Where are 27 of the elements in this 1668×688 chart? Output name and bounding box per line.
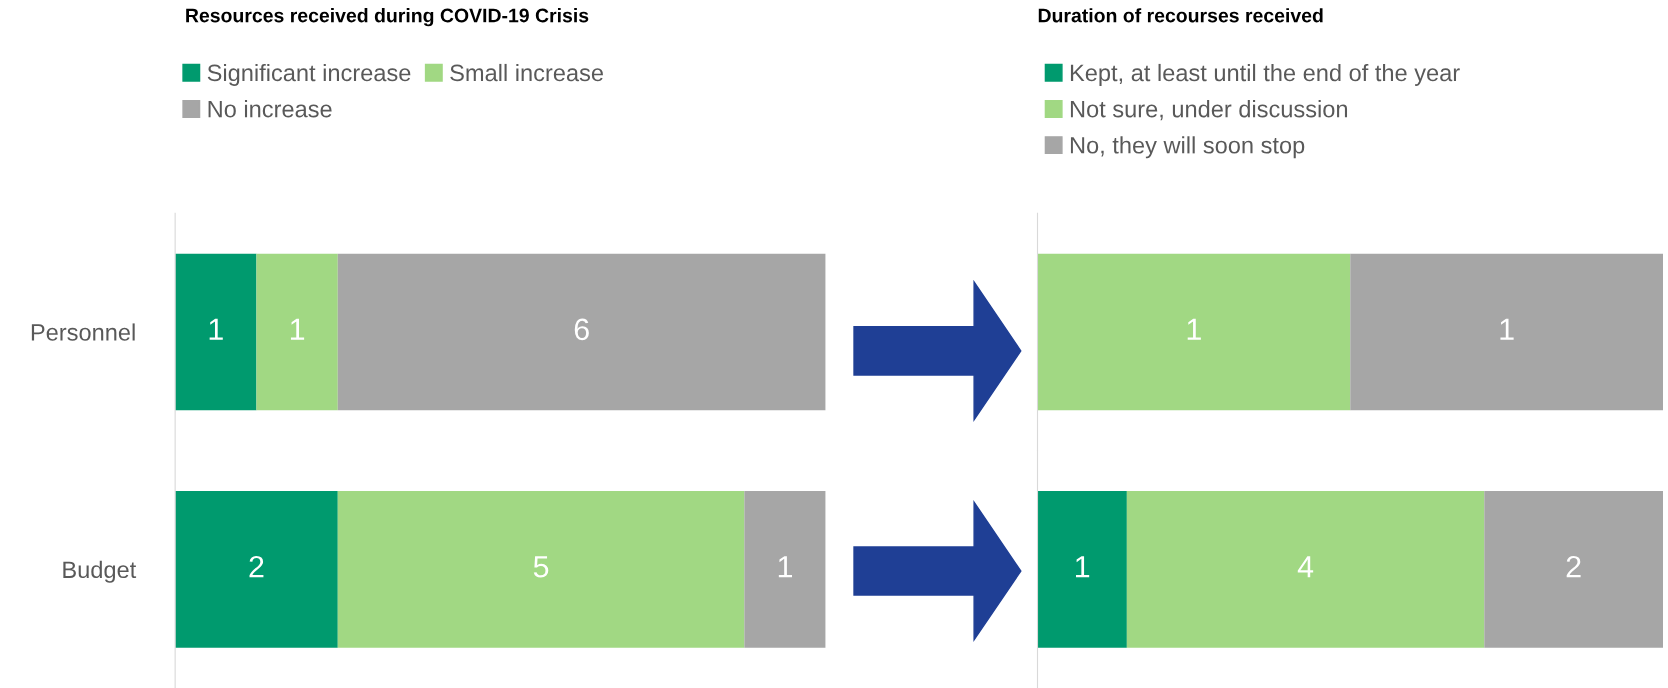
data-label: 2 [1566, 555, 1581, 578]
data-label: 2 [249, 555, 264, 578]
bar [744, 490, 826, 648]
data-label: 5 [533, 556, 549, 578]
data-label: 1 [209, 318, 223, 340]
legend-label: Small increase [450, 63, 603, 82]
bar [337, 490, 745, 648]
bar [175, 490, 338, 648]
data-label: 1 [1500, 318, 1514, 340]
legend-label: Not sure, under discussion [1070, 100, 1348, 121]
legend-label: No, they will soon stop [1070, 136, 1305, 159]
data-label: 1 [778, 556, 793, 578]
y-tick-label: Personnel [31, 323, 135, 341]
legend-label: Significant increase [207, 63, 411, 86]
bar [337, 253, 826, 411]
bar [256, 253, 338, 411]
legend-label: Kept, at least until the end of the year [1070, 63, 1460, 86]
chart-title: Duration of recourses received [1038, 8, 1323, 23]
data-label: 1 [290, 318, 305, 340]
data-label: 6 [574, 318, 589, 341]
data-label: 4 [1297, 556, 1314, 578]
data-label: 1 [1076, 556, 1090, 578]
bar [175, 253, 257, 411]
legend-label: No increase [208, 100, 332, 118]
y-tick-label: Budget [63, 560, 137, 583]
data-label: 1 [1187, 318, 1201, 340]
chart-title: Resources received during COVID-19 Crisis [186, 8, 589, 27]
